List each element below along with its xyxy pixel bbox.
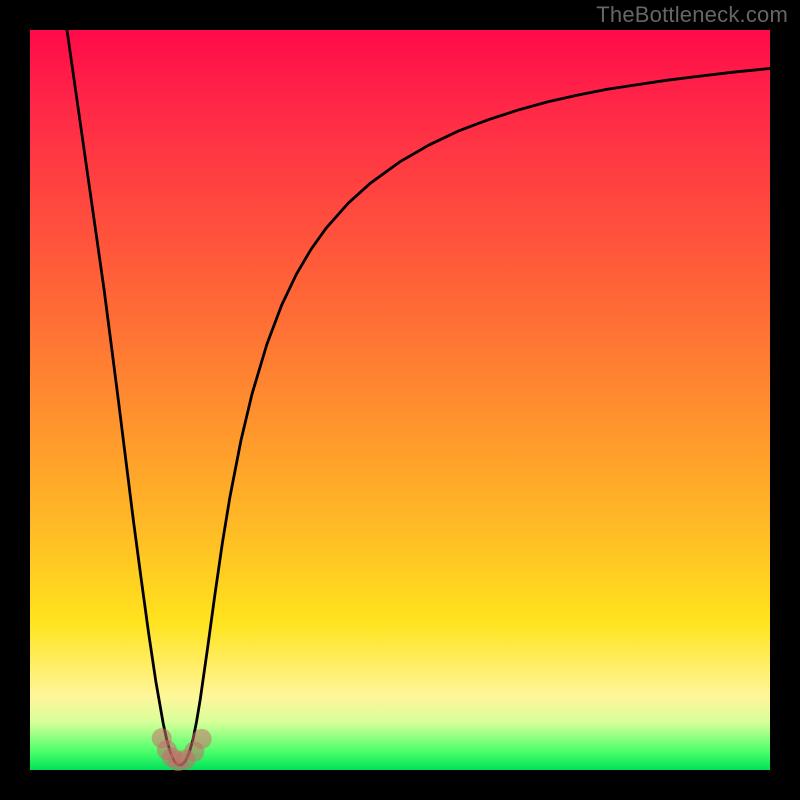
watermark-text: TheBottleneck.com [596, 2, 788, 28]
curve-layer [30, 30, 770, 770]
trough-markers [152, 728, 212, 771]
trough-marker [192, 729, 212, 749]
bottleneck-curve [67, 30, 770, 765]
figure-root: TheBottleneck.com [0, 0, 800, 800]
plot-area [30, 30, 770, 770]
